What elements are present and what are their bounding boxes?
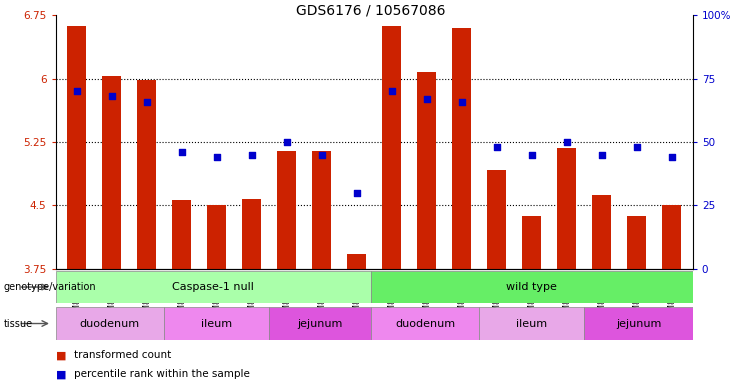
Bar [592,195,611,269]
Point [176,149,187,155]
Text: ■: ■ [56,350,66,360]
Point [210,154,222,161]
Text: jejunum: jejunum [297,318,342,329]
Text: GDS6176 / 10567086: GDS6176 / 10567086 [296,4,445,18]
Bar [56,307,164,340]
Bar [370,307,479,340]
Bar [585,307,693,340]
Bar [56,271,370,303]
Point [350,190,362,196]
Point [596,152,608,158]
Text: wild type: wild type [506,282,557,292]
Point [666,154,678,161]
Text: Caspase-1 null: Caspase-1 null [172,282,254,292]
Bar [172,200,191,269]
Bar [382,26,402,269]
Point [456,98,468,104]
Point [386,88,398,94]
Point [631,144,642,150]
Point [281,139,293,145]
Point [106,93,118,99]
Point [141,98,153,104]
Bar [370,271,693,303]
Point [526,152,538,158]
Bar [522,215,542,269]
Text: ■: ■ [56,369,66,379]
Text: ileum: ileum [516,318,548,329]
Text: jejunum: jejunum [616,318,661,329]
Bar [557,148,576,269]
Point [70,88,82,94]
Point [561,139,573,145]
Text: duodenum: duodenum [395,318,455,329]
Point [316,152,328,158]
Bar [277,151,296,269]
Point [491,144,502,150]
Text: transformed count: transformed count [74,350,171,360]
Bar [67,26,86,269]
Text: genotype/variation: genotype/variation [4,282,96,292]
Bar [242,199,262,269]
Text: ileum: ileum [201,318,232,329]
Bar [312,151,331,269]
Point [421,96,433,102]
Bar [207,205,226,269]
Bar [269,307,370,340]
Bar [479,307,585,340]
Text: percentile rank within the sample: percentile rank within the sample [74,369,250,379]
Bar [102,76,122,269]
Bar [487,170,506,269]
Bar [627,215,646,269]
Bar [137,80,156,269]
Bar [164,307,269,340]
Bar [662,205,682,269]
Bar [452,28,471,269]
Bar [347,255,366,269]
Bar [417,72,436,269]
Text: duodenum: duodenum [80,318,140,329]
Point [246,152,258,158]
Text: tissue: tissue [4,318,33,329]
